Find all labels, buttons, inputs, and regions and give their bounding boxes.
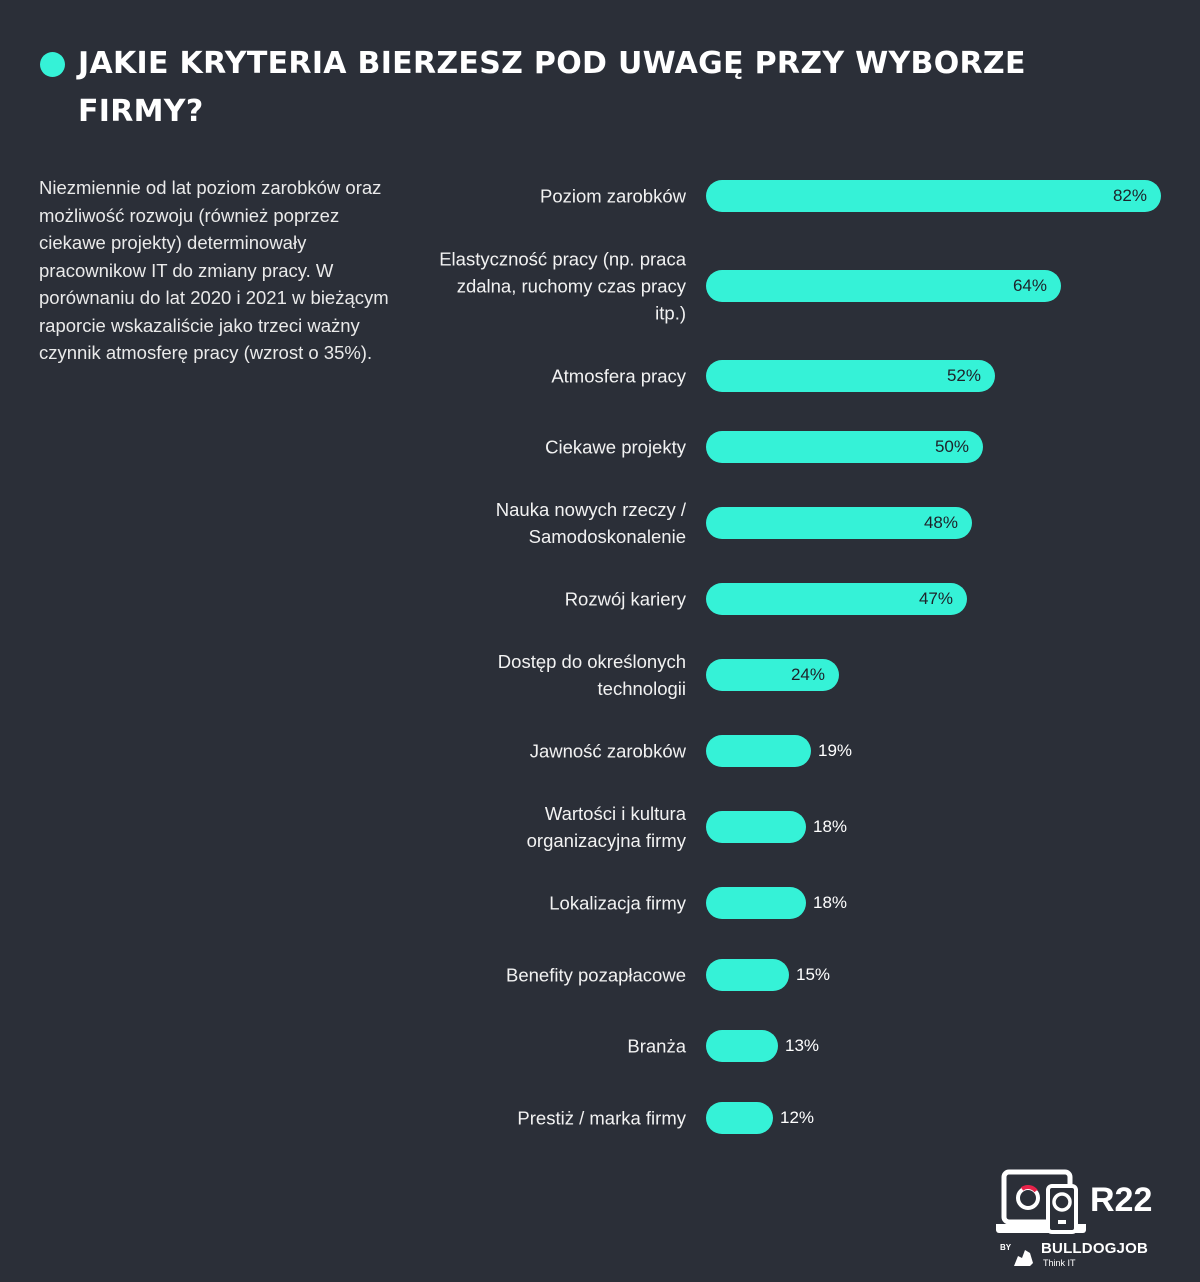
category-label: Jawność zarobków <box>529 740 686 762</box>
category-label: Lokalizacja firmy <box>549 892 686 914</box>
bar <box>706 1102 773 1134</box>
bar <box>706 360 995 392</box>
bar <box>706 811 806 843</box>
bar <box>706 659 839 691</box>
value-label: 52% <box>946 366 981 385</box>
category-label: Rozwój kariery <box>564 588 686 610</box>
category-label: Poziom zarobków <box>539 185 686 207</box>
bar <box>706 1030 778 1062</box>
category-label: Atmosfera pracy <box>551 365 686 387</box>
category-label: Benefity pozapłacowe <box>506 964 686 986</box>
value-label: 64% <box>1012 276 1047 295</box>
value-label: 50% <box>934 437 969 456</box>
category-label: Ciekawe projekty <box>545 436 686 458</box>
value-label: 24% <box>790 665 825 684</box>
chart-description: Niezmiennie od lat poziom zarobków oraz … <box>39 177 389 363</box>
value-label: 48% <box>923 513 958 532</box>
title-bullet <box>40 52 65 77</box>
category-label: Elastyczność pracy (np. praca zdalna, ru… <box>439 248 686 324</box>
category-label: Wartości i kultura organizacyjna firmy <box>526 803 686 851</box>
page-title: JAKIE KRYTERIA BIERZESZ POD UWAGĘ PRZY W… <box>78 46 1026 129</box>
laptop-phone-icon <box>996 1169 1086 1266</box>
report-badge: R22 <box>1090 1181 1153 1219</box>
value-label: 18% <box>813 817 848 836</box>
bar <box>706 583 967 615</box>
value-label: 13% <box>785 1036 820 1055</box>
by-label: BY <box>1000 1243 1012 1252</box>
bar <box>706 887 806 919</box>
category-label: Branża <box>627 1035 686 1057</box>
value-label: 19% <box>818 741 853 760</box>
bar <box>706 180 1161 212</box>
bar <box>706 735 811 767</box>
value-label: 12% <box>780 1108 815 1127</box>
bar <box>706 959 789 991</box>
category-label: Prestiż / marka firmy <box>517 1107 686 1129</box>
value-label: 15% <box>796 965 831 984</box>
category-label: Nauka nowych rzeczy / Samodoskonalenie <box>495 499 686 547</box>
bar <box>706 431 983 463</box>
brand-logo-text: BULLDOGJOB <box>1041 1240 1148 1257</box>
bar <box>706 507 972 539</box>
category-label: Dostęp do określonych technologii <box>497 651 686 699</box>
value-label: 18% <box>813 893 848 912</box>
value-label: 47% <box>918 589 953 608</box>
value-label: 82% <box>1112 186 1147 205</box>
bar <box>706 270 1061 302</box>
brand-tagline: Think IT <box>1043 1258 1076 1268</box>
